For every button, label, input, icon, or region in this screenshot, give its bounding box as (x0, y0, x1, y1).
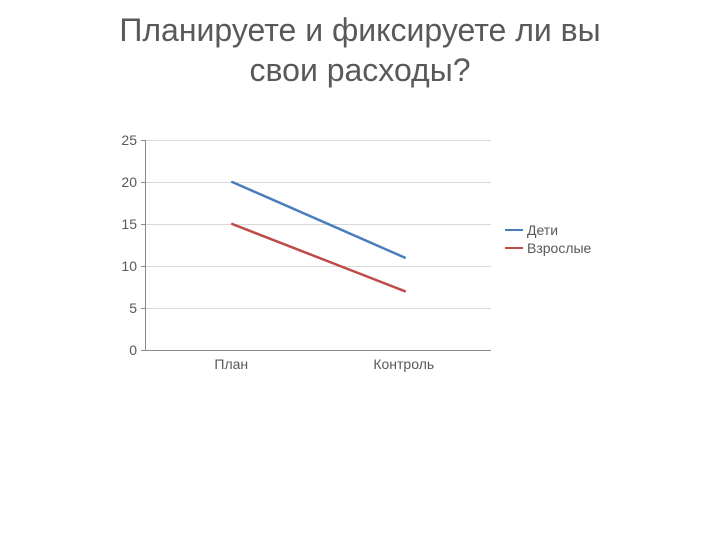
ytick-15: 15 (107, 216, 137, 232)
legend: Дети Взрослые (505, 222, 591, 258)
xlabel-plan: План (214, 356, 248, 372)
legend-swatch-adults (505, 247, 523, 249)
legend-label-children: Дети (527, 222, 558, 239)
slide-title: Планируете и фиксируете ли вы свои расхо… (0, 10, 720, 90)
chart-lines (146, 140, 491, 350)
series-line-adults (232, 224, 405, 291)
plot-area (145, 140, 491, 351)
title-line-1: Планируете и фиксируете ли вы (119, 12, 600, 48)
legend-swatch-children (505, 229, 523, 231)
legend-item-adults: Взрослые (505, 240, 591, 257)
title-line-2: свои расходы? (250, 52, 471, 88)
ytick-10: 10 (107, 258, 137, 274)
ytick-20: 20 (107, 174, 137, 190)
tickmark (141, 350, 146, 351)
series-line-children (232, 182, 405, 258)
legend-item-children: Дети (505, 222, 591, 239)
xlabel-control: Контроль (373, 356, 434, 372)
ytick-25: 25 (107, 132, 137, 148)
ytick-5: 5 (107, 300, 137, 316)
ytick-0: 0 (107, 342, 137, 358)
slide: Планируете и фиксируете ли вы свои расхо… (0, 0, 720, 540)
legend-label-adults: Взрослые (527, 240, 591, 257)
expenses-chart: 25 20 15 10 5 0 План (105, 140, 615, 390)
